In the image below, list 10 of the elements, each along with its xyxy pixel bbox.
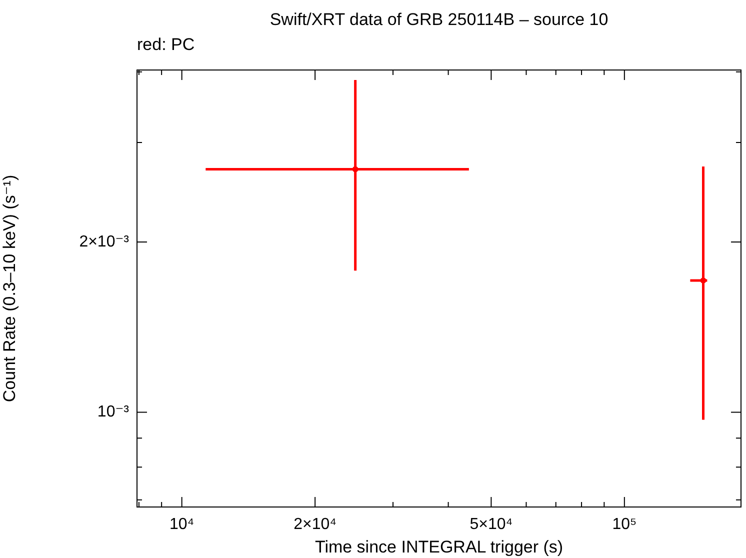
chart-title: Swift/XRT data of GRB 250114B – source 10: [270, 10, 608, 29]
x-tick-label: 2×10⁴: [294, 516, 337, 534]
y-tick-label: 2×10⁻³: [79, 233, 130, 250]
y-axis-title: Count Rate (0.3–10 keV) (s⁻¹): [0, 174, 19, 402]
x-axis-title: Time since INTEGRAL trigger (s): [314, 537, 564, 556]
y-tick-label: 10⁻³: [97, 404, 130, 421]
x-tick-label: 5×10⁴: [470, 516, 513, 534]
x-tick-label: 10⁴: [169, 516, 194, 534]
x-tick-label: 10⁵: [612, 516, 637, 534]
text: red: PC: [137, 35, 195, 54]
